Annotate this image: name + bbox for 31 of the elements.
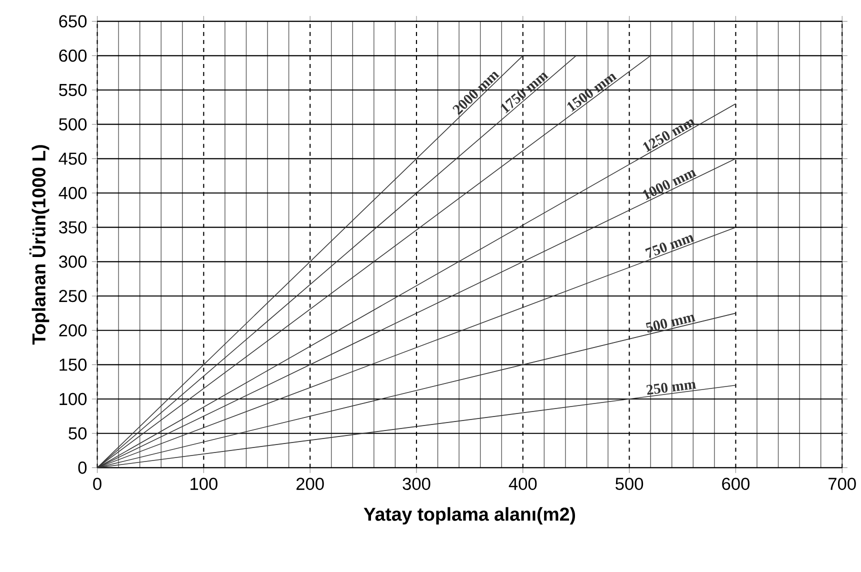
y-tick-label: 200: [59, 324, 87, 337]
y-tick-label: 50: [68, 427, 87, 440]
y-tick-label: 650: [59, 15, 87, 28]
text: 1500 mm: [567, 74, 617, 112]
text: 1250 mm: [643, 120, 696, 152]
text: 250 mm: [646, 382, 696, 395]
x-tick-label: 100: [190, 478, 218, 490]
y-axis-title: Toplanan Ürün(1000 L): [29, 145, 50, 345]
x-tick-label: 500: [616, 478, 644, 490]
x-tick-label: 600: [722, 478, 750, 490]
text: 500 mm: [646, 314, 696, 333]
y-tick-label: 250: [59, 290, 87, 302]
y-tick-label: 100: [60, 393, 87, 406]
x-tick-label: 300: [402, 478, 430, 490]
y-tick-label: 400: [58, 187, 87, 200]
text: 750 mm: [645, 235, 694, 258]
x-tick-label: 700: [828, 478, 856, 490]
y-tick-label: 450: [58, 152, 87, 165]
y-tick-label: 500: [59, 118, 87, 131]
y-tick-label: 150: [60, 358, 87, 371]
x-tick-label: 200: [296, 478, 324, 490]
y-tick-label: 300: [59, 256, 87, 268]
text: 1000 mm: [642, 170, 697, 200]
y-tick-label: 0: [78, 462, 87, 474]
x-axis-title: Yatay toplama alanı(m2): [364, 507, 576, 525]
y-tick-label: 350: [59, 221, 87, 234]
y-tick-label: 600: [59, 50, 87, 62]
text: 1750 mm: [500, 72, 549, 114]
x-tick-label: 0: [93, 478, 102, 490]
x-tick-label: 400: [508, 478, 537, 490]
y-tick-label: 550: [59, 84, 87, 96]
